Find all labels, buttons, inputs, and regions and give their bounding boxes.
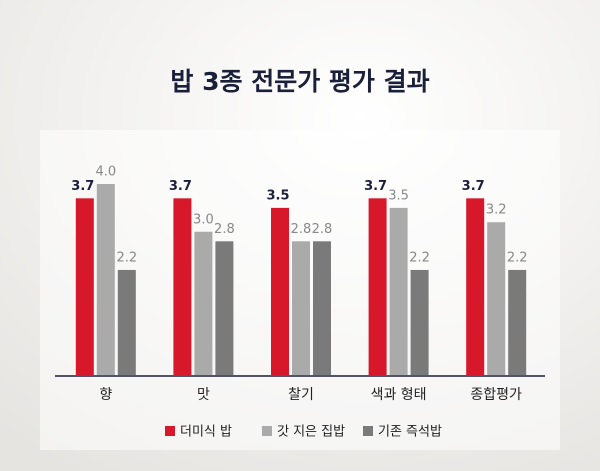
bar — [508, 269, 527, 375]
x-tick-label: 종합평가 — [470, 387, 522, 403]
bar — [194, 231, 213, 375]
value-label: 2.2 — [507, 250, 528, 265]
legend-swatch — [363, 426, 373, 436]
bar — [117, 269, 136, 375]
bar — [96, 184, 115, 375]
value-label: 3.7 — [462, 179, 485, 194]
chart-title: 밥 3종 전문가 평가 결과 — [170, 67, 429, 96]
x-tick-label: 향 — [99, 387, 112, 403]
bar — [487, 222, 506, 375]
value-label: 2.8 — [291, 222, 312, 237]
bar — [410, 269, 429, 375]
value-label: 3.0 — [193, 212, 214, 227]
legend-label: 기존 즉석밥 — [378, 425, 442, 440]
value-label: 4.0 — [95, 165, 116, 180]
bar — [313, 241, 331, 375]
value-label: 3.5 — [388, 188, 409, 203]
bar — [389, 207, 408, 375]
value-label: 2.2 — [116, 250, 137, 265]
x-tick-label: 맛 — [197, 387, 210, 403]
value-label: 3.5 — [266, 188, 289, 203]
value-label: 2.8 — [214, 222, 235, 237]
x-tick-label: 찰기 — [288, 387, 314, 403]
legend-swatch — [165, 426, 175, 436]
bar — [466, 198, 485, 375]
bar — [368, 198, 387, 375]
value-label: 2.8 — [312, 222, 333, 237]
legend-swatch — [262, 426, 272, 436]
value-label: 2.2 — [409, 250, 430, 265]
bar — [173, 198, 192, 375]
bar — [75, 198, 94, 375]
x-tick-label: 색과 형태 — [371, 387, 427, 403]
value-label: 3.7 — [169, 179, 192, 194]
bar — [215, 241, 234, 375]
value-label: 3.2 — [486, 203, 507, 218]
legend-label: 더미식 밥 — [180, 425, 232, 440]
legend-label: 갓 지은 집밥 — [277, 425, 345, 440]
value-label: 3.7 — [71, 179, 94, 194]
bar — [292, 241, 310, 375]
value-label: 3.7 — [364, 179, 387, 194]
bar — [271, 207, 289, 375]
